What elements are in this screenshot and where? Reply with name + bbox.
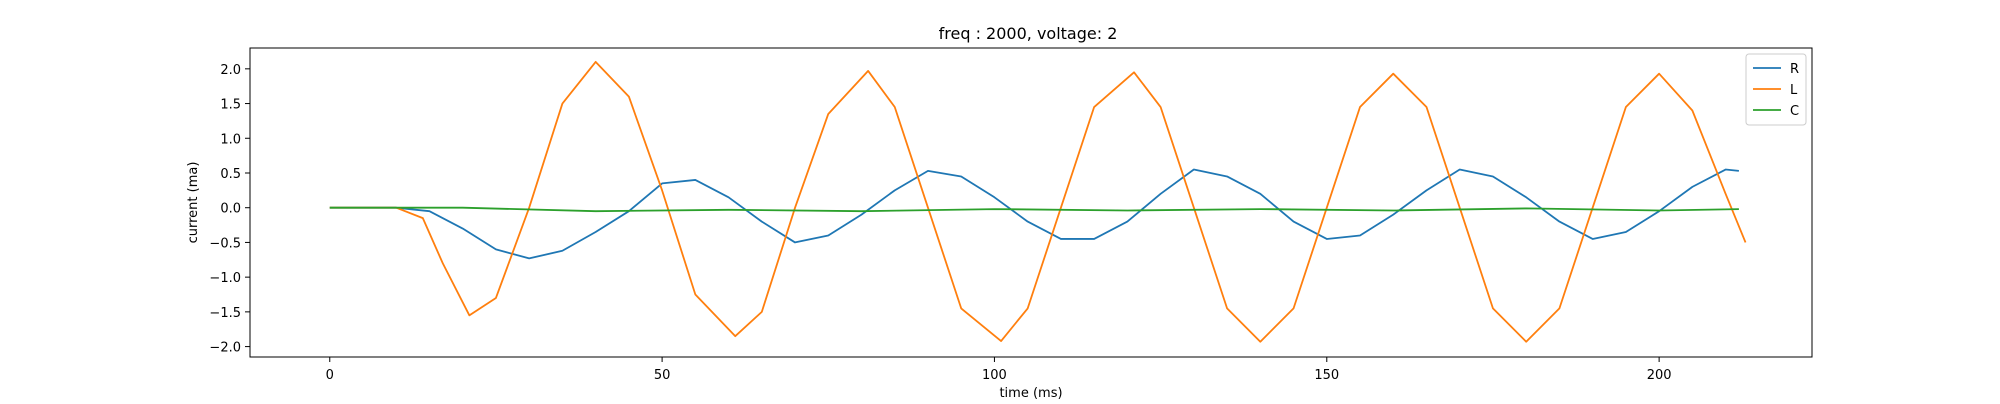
x-axis-label: time (ms) xyxy=(999,386,1062,400)
y-tick-label: 2.0 xyxy=(220,63,241,78)
legend-label-L: L xyxy=(1790,83,1798,98)
legend: RLC xyxy=(1745,53,1807,126)
y-tick-label: 1.5 xyxy=(220,98,241,113)
x-tick-label: 0 xyxy=(326,368,334,383)
y-axis: −2.0 −1.5 −1.0 −0.5 0.0 0.5 1.0 1.5 2.0 xyxy=(209,63,250,356)
y-axis-label: current (ma) xyxy=(186,162,201,244)
series-layer xyxy=(329,60,1747,343)
legend-label-R: R xyxy=(1790,62,1799,77)
plot-frame xyxy=(249,47,1813,358)
y-tick-label: −0.5 xyxy=(209,236,241,251)
chart-title: freq : 2000, voltage: 2 xyxy=(939,24,1118,43)
x-axis: 0 50 100 150 200 xyxy=(326,357,1672,383)
series-line-C xyxy=(329,206,1739,213)
y-tick-label: −2.0 xyxy=(209,341,241,356)
series-line-L xyxy=(329,60,1747,343)
y-tick-label: 1.0 xyxy=(220,132,241,147)
x-tick-label: 150 xyxy=(1314,368,1339,383)
y-tick-label: −1.5 xyxy=(209,306,241,321)
x-tick-label: 100 xyxy=(982,368,1007,383)
y-tick-label: 0.5 xyxy=(220,167,241,182)
x-tick-label: 200 xyxy=(1647,368,1672,383)
y-tick-label: 0.0 xyxy=(220,202,241,217)
legend-label-C: C xyxy=(1790,104,1799,119)
x-tick-label: 50 xyxy=(654,368,671,383)
plot-area: 0 50 100 150 200 −2.0 −1.5 −1.0 −0.5 0.0 0.5 1.0 1.… xyxy=(209,47,1813,383)
series-line-R xyxy=(329,168,1739,260)
y-tick-label: −1.0 xyxy=(209,271,241,286)
